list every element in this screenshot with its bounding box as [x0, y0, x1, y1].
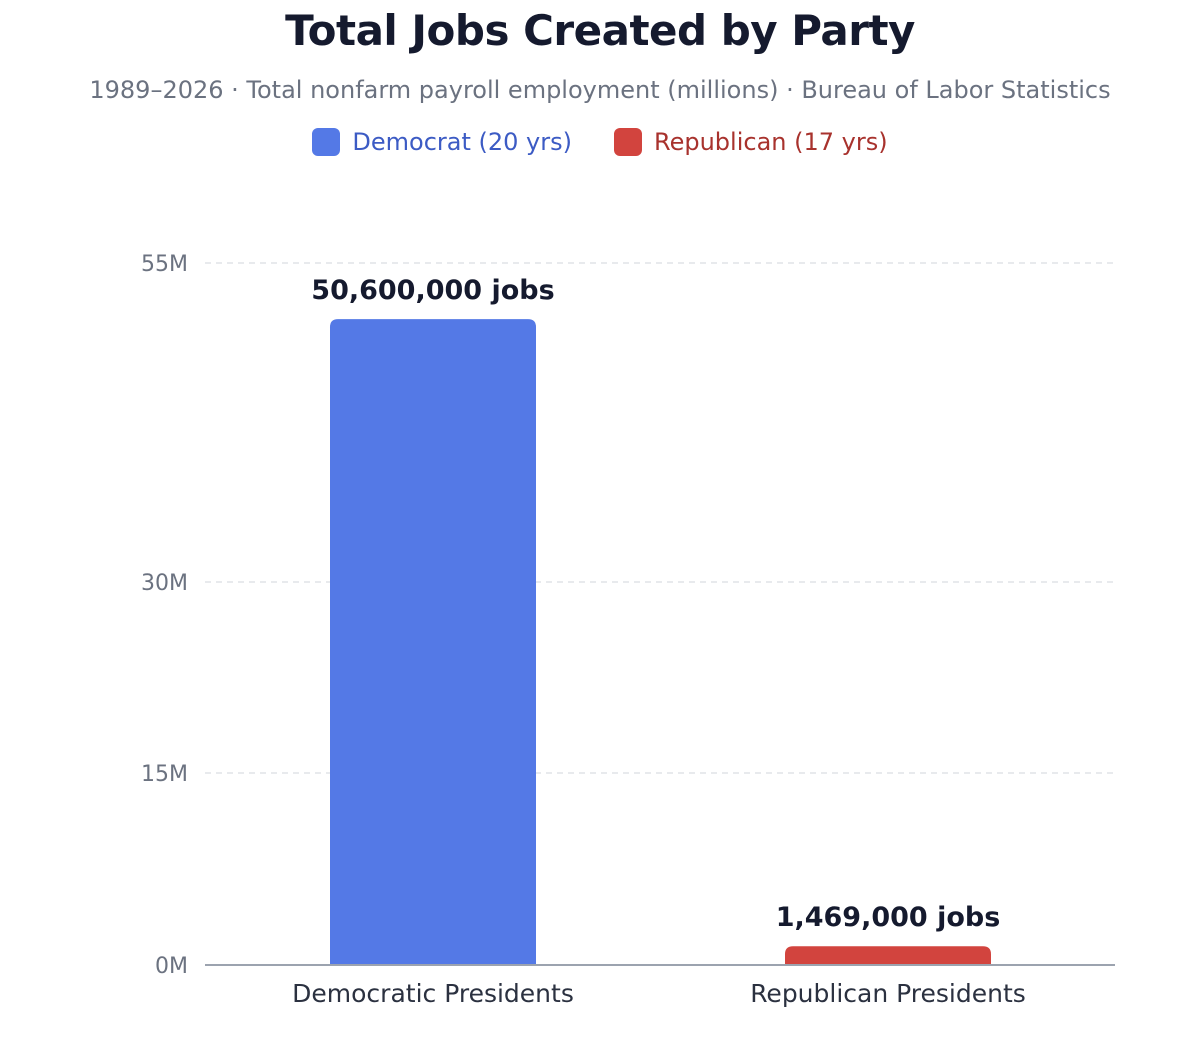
- data-label: 1,469,000 jobs: [776, 902, 1001, 933]
- x-tick-label: Republican Presidents: [750, 979, 1026, 1008]
- legend-item-republican: Republican (17 yrs): [614, 128, 888, 156]
- x-tick-label: Democratic Presidents: [292, 979, 574, 1008]
- chart-title: Total Jobs Created by Party: [285, 6, 915, 55]
- legend-label-republican: Republican (17 yrs): [654, 128, 888, 156]
- chart-legend: Democrat (20 yrs) Republican (17 yrs): [0, 128, 1200, 156]
- legend-swatch-republican: [614, 128, 642, 156]
- bar: [330, 319, 536, 965]
- y-tick-label: 0M: [155, 954, 188, 979]
- legend-label-democrat: Democrat (20 yrs): [352, 128, 572, 156]
- legend-swatch-democrat: [312, 128, 341, 156]
- legend-item-democrat: Democrat (20 yrs): [312, 128, 572, 156]
- bar: [785, 946, 991, 965]
- chart-subtitle: 1989–2026 · Total nonfarm payroll employ…: [89, 76, 1111, 104]
- y-tick-label: 30M: [141, 571, 188, 596]
- y-tick-label: 15M: [141, 762, 188, 787]
- data-label: 50,600,000 jobs: [311, 275, 554, 306]
- y-tick-label: 55M: [141, 252, 188, 277]
